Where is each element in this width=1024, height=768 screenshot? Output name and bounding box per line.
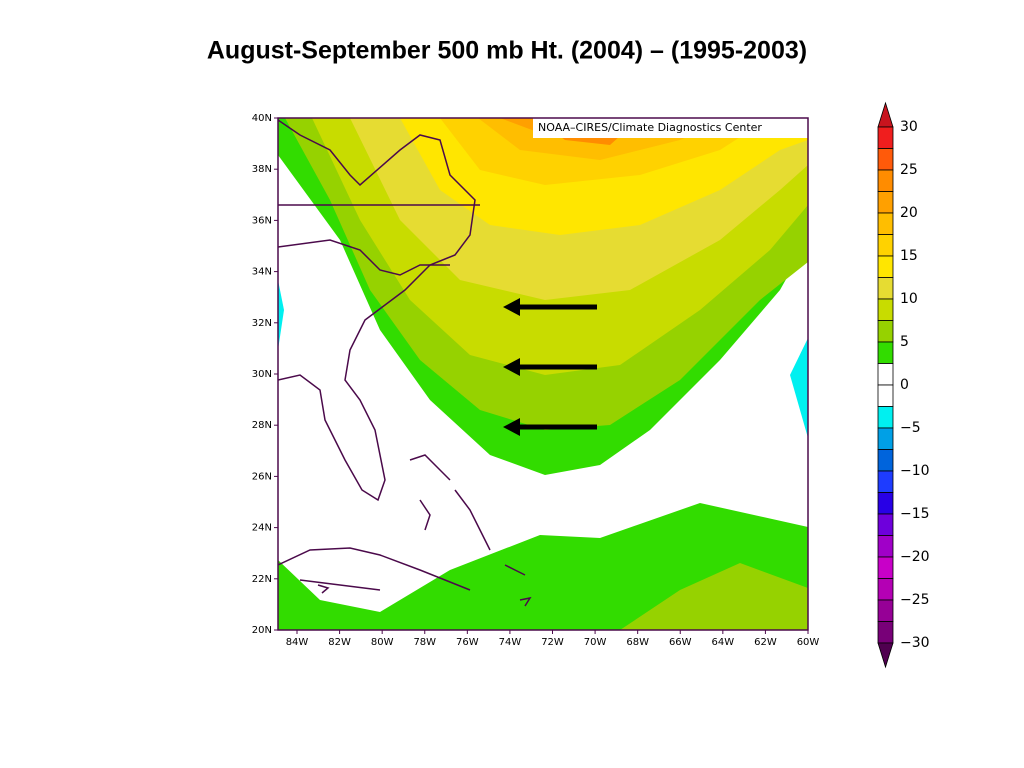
lat-label: 24N [252, 523, 272, 534]
colorbar-label: −25 [900, 592, 930, 608]
colorbar-box [877, 169, 894, 192]
lon-label: 78W [413, 637, 436, 648]
lat-label: 34N [252, 267, 272, 278]
colorbar-box [877, 384, 894, 407]
coastline [278, 547, 471, 591]
colorbar-box [877, 406, 894, 429]
lon-label: 82W [328, 637, 351, 648]
arrow-head [503, 298, 520, 316]
colorbar-box [877, 621, 894, 644]
colorbar-box [877, 492, 894, 515]
colorbar-label: 5 [900, 334, 909, 350]
colorbar-label: −15 [900, 506, 930, 522]
colorbar-label: −5 [900, 420, 921, 436]
coastline [278, 119, 476, 502]
lon-label: 64W [712, 637, 735, 648]
colorbar-box [877, 578, 894, 601]
arrows [503, 298, 597, 436]
contour [620, 563, 808, 630]
lat-label: 36N [252, 215, 272, 226]
title: August-September 500 mb Ht. (2004) – (19… [207, 37, 807, 65]
colorbar-label: 15 [900, 248, 918, 264]
colorbar-box [877, 277, 894, 300]
contour [278, 280, 284, 350]
lon-label: 66W [669, 637, 692, 648]
colorbar-box [877, 427, 894, 450]
colorbar-box [877, 363, 894, 386]
lon-label: 72W [541, 637, 564, 648]
map-field [278, 118, 808, 630]
lat-label: 20N [252, 625, 272, 636]
colorbar-label: 10 [900, 291, 918, 307]
lat-label: 30N [252, 369, 272, 380]
lat-label: 32N [252, 318, 272, 329]
lat-label: 22N [252, 574, 272, 585]
lon-label: 84W [286, 637, 309, 648]
coastline [454, 489, 491, 551]
colorbar-box [877, 126, 894, 149]
lat-label: 28N [252, 420, 272, 431]
lon-label: 80W [371, 637, 394, 648]
colorbar-box [877, 255, 894, 278]
colorbar-box [877, 298, 894, 321]
credit: NOAA–CIRES/Climate Diagnostics Center [538, 121, 762, 134]
lon-label: 70W [584, 637, 607, 648]
colorbar-box [877, 148, 894, 171]
coastline [299, 579, 381, 591]
colorbar-label: 0 [900, 377, 909, 393]
coastline [519, 596, 532, 607]
colorbar-bottom [877, 642, 894, 669]
colorbar-box [877, 320, 894, 343]
colorbar-box [877, 513, 894, 536]
colorbar-box [877, 341, 894, 364]
colorbar-box [877, 535, 894, 558]
colorbar-box [877, 449, 894, 472]
lon-label: 60W [797, 637, 820, 648]
lat-label: 26N [252, 471, 272, 482]
contour [790, 338, 808, 438]
lat-label: 38N [252, 164, 272, 175]
lon-label: 62W [754, 637, 777, 648]
colorbar-top [877, 101, 894, 128]
colorbar-label: 20 [900, 205, 918, 221]
colorbar-box [877, 191, 894, 214]
colorbar-label: −30 [900, 635, 930, 651]
coastline [317, 584, 330, 594]
colorbar-label: −20 [900, 549, 930, 565]
colorbar-label: 25 [900, 162, 918, 178]
coastline [419, 499, 431, 531]
colorbar-box [877, 212, 894, 235]
arrow-head [503, 418, 520, 436]
colorbar-box [877, 234, 894, 257]
lon-label: 76W [456, 637, 479, 648]
coastline [409, 454, 451, 481]
colorbar-box [877, 470, 894, 493]
colorbar-box [877, 599, 894, 622]
arrow-head [503, 358, 520, 376]
coastline [278, 239, 450, 276]
colorbar-label: 30 [900, 119, 918, 135]
lon-label: 68W [626, 637, 649, 648]
lat-label: 40N [252, 113, 272, 124]
colorbar-label: −10 [900, 463, 930, 479]
colorbar-box [877, 556, 894, 579]
credit-box [533, 118, 808, 138]
coastline [504, 564, 526, 576]
lon-label: 74W [499, 637, 522, 648]
